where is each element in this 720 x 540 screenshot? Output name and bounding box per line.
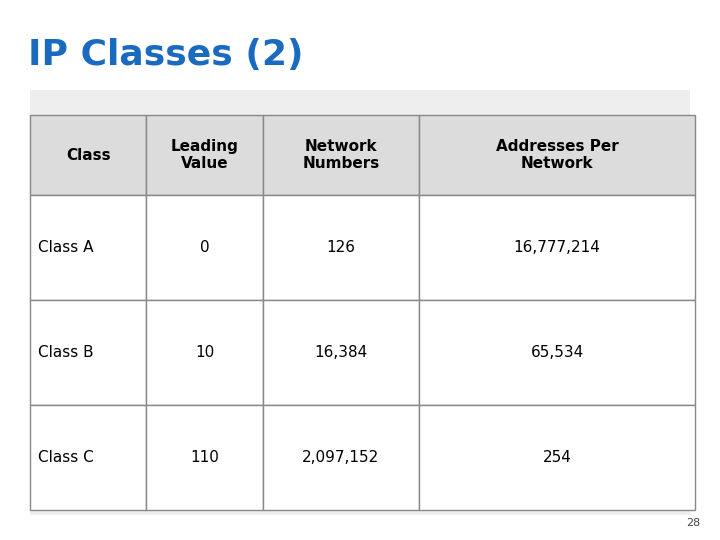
Text: 0: 0 [199,240,210,255]
Bar [419,195,695,300]
Text: Class: Class [66,147,110,163]
Bar [263,405,419,510]
Bar [263,195,419,300]
Text: 2,097,152: 2,097,152 [302,450,379,465]
Bar [263,115,419,195]
Text: 65,534: 65,534 [531,345,584,360]
Bar [30,195,146,300]
Bar [146,300,263,405]
Bar [30,115,146,195]
Bar [419,405,695,510]
Text: 28: 28 [685,518,700,528]
Bar [419,300,695,405]
Text: Network
Numbers: Network Numbers [302,139,379,171]
Text: Leading
Value: Leading Value [171,139,238,171]
Text: IP Classes (2): IP Classes (2) [28,38,304,72]
Text: 10: 10 [195,345,214,360]
Text: Addresses Per
Network: Addresses Per Network [495,139,618,171]
Bar [30,405,146,510]
Bar [30,300,146,405]
Text: Class B: Class B [38,345,94,360]
Text: 254: 254 [543,450,572,465]
Text: 16,777,214: 16,777,214 [513,240,600,255]
Text: 126: 126 [326,240,356,255]
Bar [146,405,263,510]
Text: Class A: Class A [38,240,94,255]
Text: Class C: Class C [38,450,94,465]
Text: 16,384: 16,384 [314,345,367,360]
Bar [419,115,695,195]
Bar [146,115,263,195]
Bar [146,195,263,300]
Bar [263,300,419,405]
Text: 110: 110 [190,450,219,465]
